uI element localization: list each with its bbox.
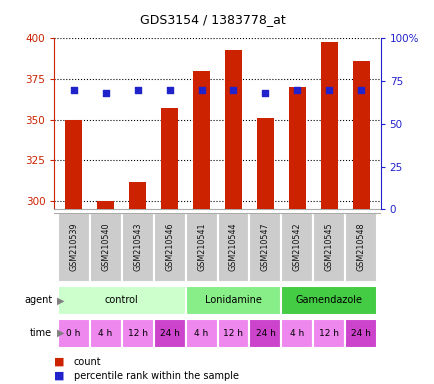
Bar [153,319,185,348]
Text: GSM210545: GSM210545 [324,222,333,271]
Point [357,86,364,93]
Bar [185,286,281,315]
Bar [281,213,313,282]
Text: 24 h: 24 h [159,329,179,338]
Bar [121,213,153,282]
Text: GSM210544: GSM210544 [228,222,237,271]
Text: 24 h: 24 h [255,329,275,338]
Bar [249,213,281,282]
Text: GSM210543: GSM210543 [133,222,142,271]
Text: 24 h: 24 h [351,329,371,338]
Bar [57,213,89,282]
Text: GSM210541: GSM210541 [197,222,206,271]
Text: GSM210540: GSM210540 [101,222,110,271]
Point [197,86,204,93]
Bar [121,319,153,348]
Bar [160,108,178,209]
Bar [153,213,185,282]
Bar [185,319,217,348]
Text: percentile rank within the sample: percentile rank within the sample [74,371,238,381]
Text: 4 h: 4 h [289,329,304,338]
Point [230,86,237,93]
Text: agent: agent [24,295,52,306]
Text: 12 h: 12 h [319,329,339,338]
Bar [57,319,89,348]
Bar [96,201,114,209]
Text: ■: ■ [54,357,65,367]
Text: ■: ■ [54,371,65,381]
Text: count: count [74,357,102,367]
Text: GSM210539: GSM210539 [69,222,78,271]
Text: ▶: ▶ [56,328,64,338]
Text: Lonidamine: Lonidamine [204,295,261,306]
Text: time: time [30,328,52,338]
Bar [249,319,281,348]
Point [102,90,109,96]
Bar [345,213,377,282]
Bar [128,182,146,209]
Text: GSM210546: GSM210546 [164,222,174,271]
Bar [288,87,306,209]
Bar [89,319,121,348]
Text: 12 h: 12 h [223,329,243,338]
Bar [256,118,274,209]
Bar [345,319,377,348]
Text: GDS3154 / 1383778_at: GDS3154 / 1383778_at [140,13,286,26]
Point [70,86,77,93]
Text: 4 h: 4 h [194,329,208,338]
Text: ▶: ▶ [56,295,64,306]
Text: 4 h: 4 h [98,329,112,338]
Bar [224,50,242,209]
Bar [281,286,377,315]
Point [134,86,141,93]
Bar [313,319,345,348]
Text: Gamendazole: Gamendazole [295,295,362,306]
Bar [65,120,82,209]
Text: control: control [105,295,138,306]
Bar [320,41,338,209]
Text: GSM210548: GSM210548 [356,222,365,271]
Point [325,86,332,93]
Bar [89,213,121,282]
Text: GSM210542: GSM210542 [292,222,301,271]
Bar [217,319,249,348]
Bar [281,319,313,348]
Bar [185,213,217,282]
Text: 0 h: 0 h [66,329,81,338]
Point [166,86,173,93]
Bar [57,286,185,315]
Bar [352,61,369,209]
Point [261,90,268,96]
Text: 12 h: 12 h [127,329,147,338]
Bar [313,213,345,282]
Text: GSM210547: GSM210547 [260,222,270,271]
Bar [192,71,210,209]
Bar [217,213,249,282]
Point [293,86,300,93]
